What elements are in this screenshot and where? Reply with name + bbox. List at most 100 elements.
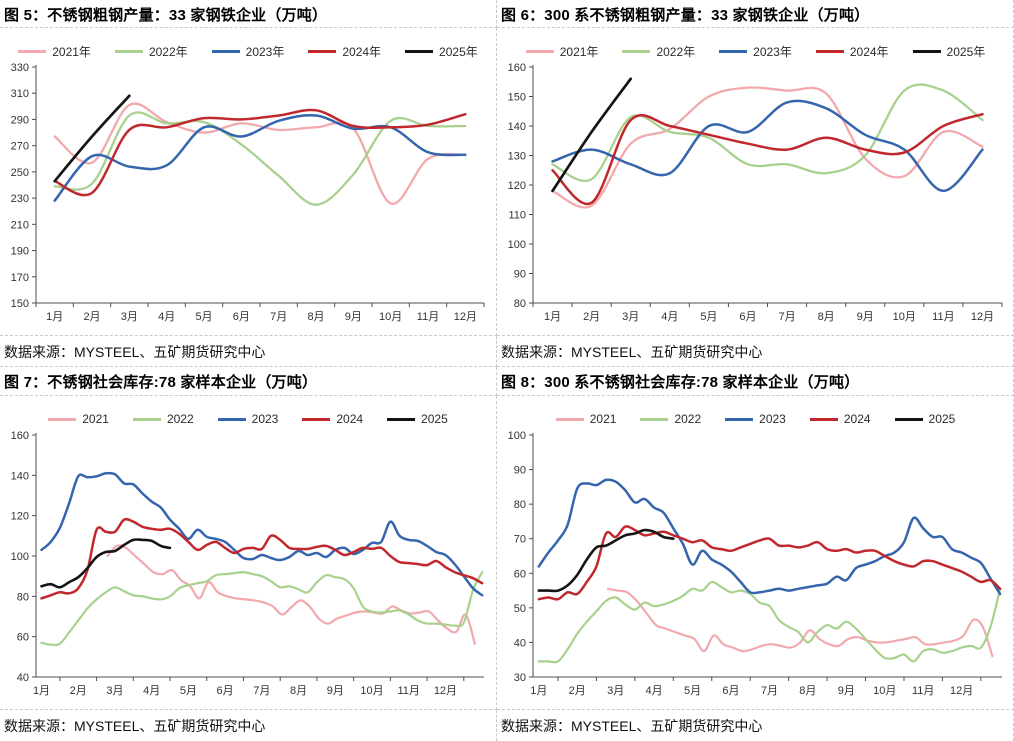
legend-label: 2023年 <box>753 44 792 59</box>
fig5-series-2023年 <box>53 113 467 202</box>
legend-line-swatch <box>525 49 554 53</box>
svg-text:6月: 6月 <box>233 311 250 323</box>
fig5-series-2022年 <box>53 111 467 206</box>
svg-text:60: 60 <box>514 568 526 580</box>
svg-text:1月: 1月 <box>33 685 50 697</box>
legend-label: 2023 <box>251 412 279 426</box>
fig7-legend-item-2023: 2023 <box>217 412 279 426</box>
svg-text:10月: 10月 <box>360 685 383 697</box>
fig6-legend-item-2021年: 2021年 <box>525 43 599 60</box>
svg-text:290: 290 <box>11 114 29 126</box>
legend-label: 2025 <box>928 412 956 426</box>
legend-label: 2021 <box>589 412 617 426</box>
fig5-legend: 2021年 2022年 2023年 2024年 2025年 <box>0 43 496 59</box>
legend-line-swatch <box>18 49 47 53</box>
svg-text:3月: 3月 <box>121 311 138 323</box>
fig7-legend-item-2021: 2021 <box>48 412 109 426</box>
fig7-series-2022 <box>40 570 484 647</box>
fig5-legend-item-2024年: 2024年 <box>308 43 381 60</box>
svg-text:7月: 7月 <box>253 685 270 697</box>
svg-text:120: 120 <box>508 180 526 192</box>
svg-text:2月: 2月 <box>583 311 600 323</box>
fig8-series-2023 <box>537 478 1002 596</box>
svg-text:7月: 7月 <box>761 685 778 697</box>
fig7-series-2021 <box>106 544 476 645</box>
svg-text:10月: 10月 <box>379 311 402 323</box>
svg-text:1月: 1月 <box>46 311 63 323</box>
legend-line-swatch <box>622 49 651 53</box>
fig8-chart-panel: 2021 2022 2023 2024 2025 30 40 50 60 70 80 90 100 1月… <box>497 396 1014 710</box>
legend-line-swatch <box>48 417 77 421</box>
fig6-series-2024年 <box>551 112 984 206</box>
fig8-source: 数据来源：MYSTEEL、五矿期货研究中心 <box>501 718 763 734</box>
svg-text:140: 140 <box>508 121 526 133</box>
fig5-series-2025年 <box>53 94 131 183</box>
fig6-series-2022年 <box>551 83 984 182</box>
svg-text:11月: 11月 <box>932 311 954 323</box>
svg-text:30: 30 <box>514 672 526 684</box>
legend-label: 2025年 <box>946 44 986 59</box>
fig8-legend-item-2025: 2025 <box>894 412 956 426</box>
legend-line-swatch <box>405 49 434 53</box>
svg-text:90: 90 <box>514 465 526 477</box>
svg-text:11月: 11月 <box>398 685 420 697</box>
fig5-legend-item-2023年: 2023年 <box>211 43 285 60</box>
fig8-legend-item-2022: 2022 <box>640 412 701 426</box>
svg-text:10月: 10月 <box>873 685 896 697</box>
legend-label: 2023年 <box>245 44 285 59</box>
fig8-legend-item-2021: 2021 <box>555 412 617 426</box>
svg-text:10月: 10月 <box>893 311 916 323</box>
fig7-legend-item-2024: 2024 <box>302 412 363 426</box>
legend-label: 2024年 <box>849 44 889 59</box>
svg-text:120: 120 <box>11 511 29 523</box>
svg-text:11月: 11月 <box>417 311 439 323</box>
fig8-legend: 2021 2022 2023 2024 2025 <box>497 411 1014 427</box>
fig7-source: 数据来源：MYSTEEL、五矿期货研究中心 <box>0 710 497 741</box>
svg-text:190: 190 <box>11 246 29 258</box>
svg-text:160: 160 <box>11 430 29 442</box>
svg-text:130: 130 <box>508 151 526 163</box>
legend-label: 2021年 <box>559 44 599 59</box>
fig5-series-2024年 <box>53 108 467 197</box>
fig7-title: 图 7：不锈钢社会库存:78 家样本企业（万吨） <box>0 367 497 396</box>
legend-label: 2025 <box>421 412 448 426</box>
legend-label: 2025年 <box>439 44 478 59</box>
fig7-legend: 2021 2022 2023 2024 2025 <box>0 411 496 427</box>
fig7-series-2025 <box>40 538 172 589</box>
fig5-source: 数据来源：MYSTEEL、五矿期货研究中心 <box>0 336 497 367</box>
svg-text:12月: 12月 <box>950 685 973 697</box>
fig8-series-2021 <box>606 587 994 658</box>
fig8-plot: 30 40 50 60 70 80 90 100 1月 2月 3月 4月 5月 6月 7月 8月 9月 10月 11… <box>508 430 1002 697</box>
fig5-legend-item-2021年: 2021年 <box>18 43 91 60</box>
fig8-series-2022 <box>537 580 1002 664</box>
legend-line-swatch <box>894 417 923 421</box>
legend-label: 2023 <box>759 412 786 426</box>
legend-line-swatch <box>211 49 240 53</box>
legend-line-swatch <box>387 417 416 421</box>
svg-text:6月: 6月 <box>217 685 234 697</box>
svg-text:4月: 4月 <box>158 311 175 323</box>
fig6-chart-panel: 2021年 2022年 2023年 2024年 2025年 80 90 100 110 120 1… <box>497 28 1014 336</box>
svg-text:1月: 1月 <box>530 685 547 697</box>
svg-text:100: 100 <box>508 430 526 442</box>
svg-text:160: 160 <box>508 62 526 74</box>
svg-text:5月: 5月 <box>180 685 197 697</box>
legend-label: 2024年 <box>342 44 382 59</box>
fig7-chart-panel: 2021 2022 2023 2024 2025 40 60 80 100 120 140 160 1… <box>0 396 497 710</box>
svg-text:9月: 9月 <box>857 311 874 323</box>
svg-text:12月: 12月 <box>454 311 477 323</box>
fig7-series-2024 <box>40 517 484 600</box>
fig5-title: 图 5：不锈钢粗钢产量：33 家钢铁企业（万吨） <box>0 0 497 28</box>
svg-text:230: 230 <box>11 193 29 205</box>
legend-line-swatch <box>815 49 844 53</box>
legend-label: 2022年 <box>656 44 696 59</box>
fig5-plot: 150 170 190 210 230 250 270 290 310 330 1月 2月 3月 4月 5月… <box>11 62 485 323</box>
svg-text:3月: 3月 <box>622 311 639 323</box>
fig6-plot: 80 90 100 110 120 130 140 150 160 1月 2月 3月 4月 5月 6月 7月 8… <box>508 62 1003 323</box>
fig5-legend-item-2025年: 2025年 <box>405 43 478 60</box>
svg-text:8月: 8月 <box>307 311 324 323</box>
svg-text:9月: 9月 <box>838 685 855 697</box>
legend-label: 2022 <box>166 412 194 426</box>
svg-text:6月: 6月 <box>739 311 756 323</box>
